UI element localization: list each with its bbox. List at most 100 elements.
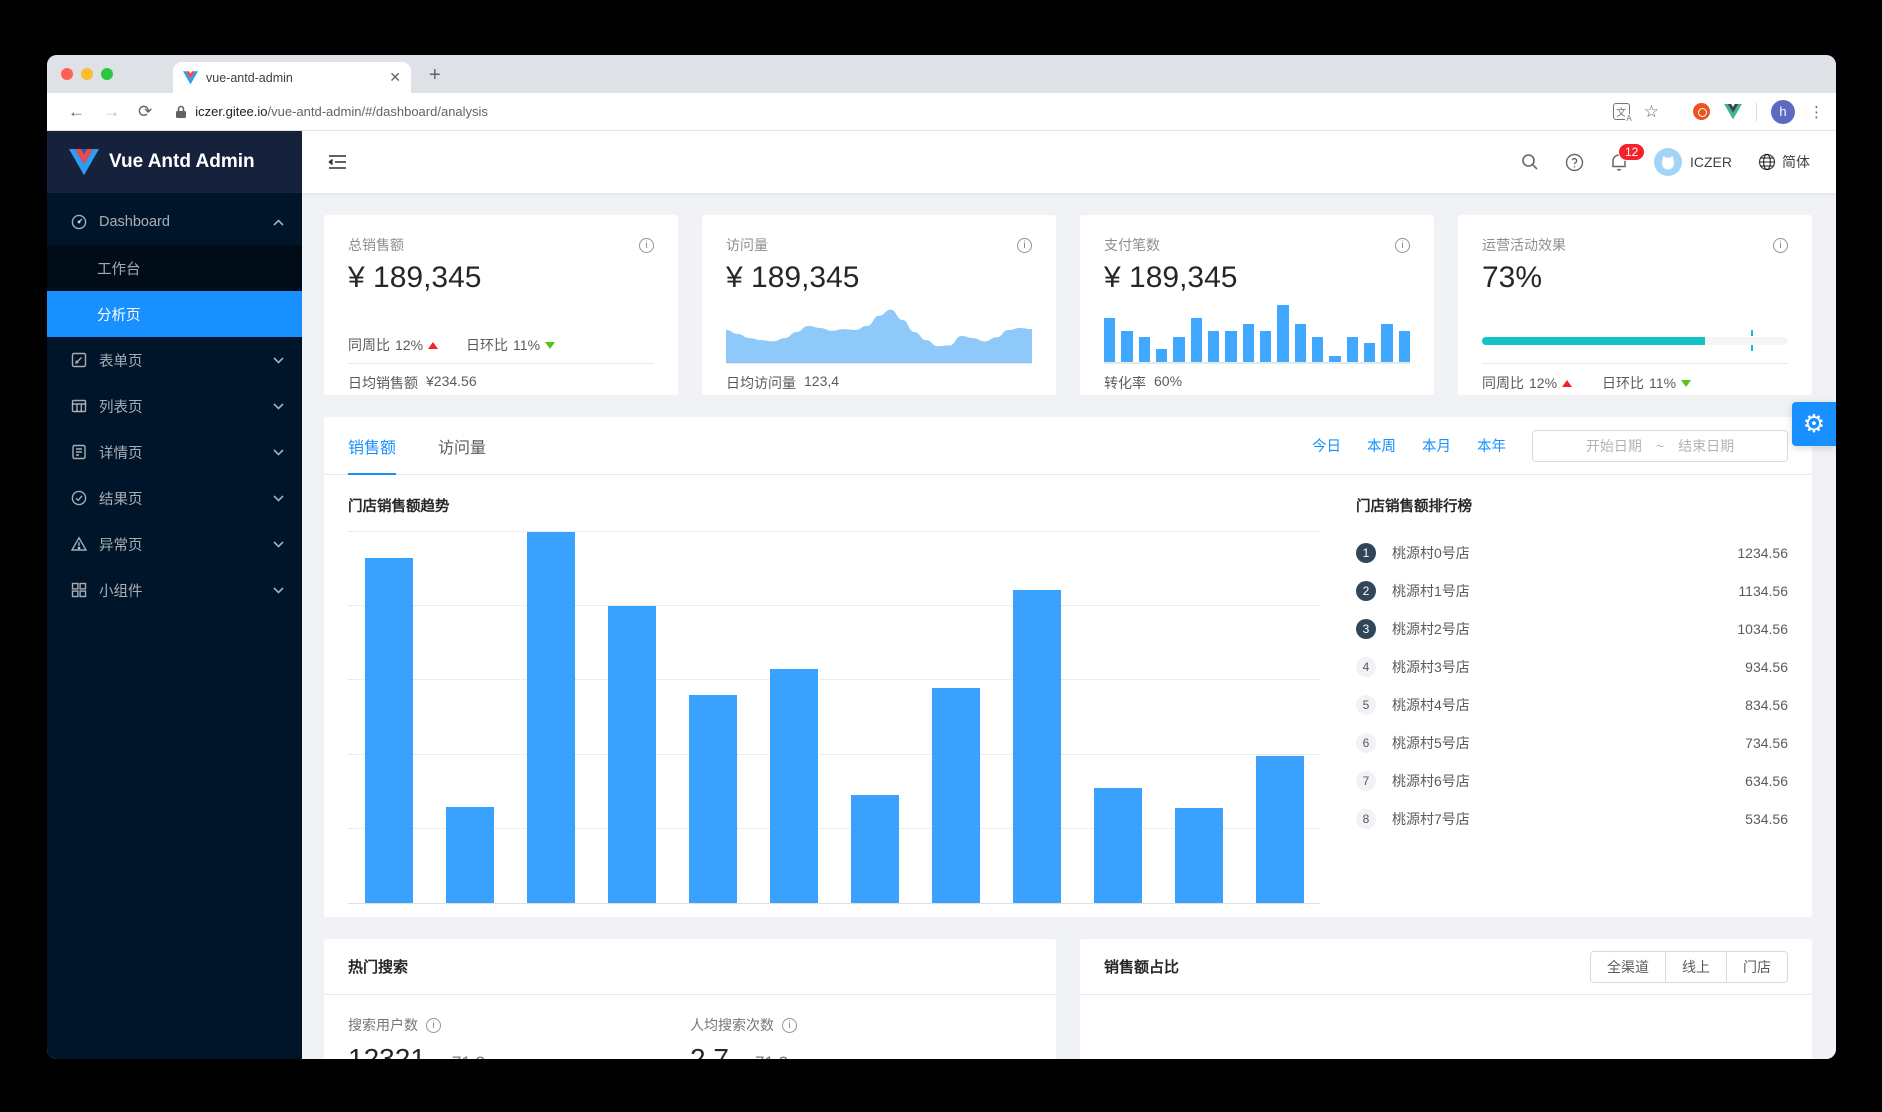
card-value: ¥ 189,345	[348, 261, 482, 294]
mini-bar	[1155, 349, 1168, 362]
sidebar-item-forms[interactable]: 表单页	[47, 337, 302, 383]
sidebar-item-widgets[interactable]: 小组件	[47, 567, 302, 613]
vue-devtools-extension-icon[interactable]	[1724, 103, 1742, 120]
sales-panel-tabs: 销售额 访问量 今日 本周 本月 本年 开始日期 ~ 结束日期	[324, 417, 1812, 475]
store-name: 桃源村1号店	[1392, 583, 1470, 599]
extension-icon-orange[interactable]	[1693, 103, 1710, 120]
sidebar-item-exceptions[interactable]: 异常页	[47, 521, 302, 567]
stat-card-visits: 访问量 i ¥ 189,345 日均访问量 123,4	[702, 215, 1056, 395]
ranking-item: 4 桃源村3号店 934.56	[1356, 648, 1788, 686]
footer-label: 日均销售额	[348, 375, 418, 391]
date-range-picker[interactable]: 开始日期 ~ 结束日期	[1532, 429, 1788, 462]
app-title: Vue Antd Admin	[109, 151, 255, 172]
quick-link-month[interactable]: 本月	[1422, 439, 1451, 455]
trend-bar	[1255, 756, 1304, 903]
sidebar-item-analysis[interactable]: 分析页	[47, 291, 302, 337]
help-icon[interactable]	[1565, 153, 1584, 172]
radio-all-channels[interactable]: 全渠道	[1591, 951, 1665, 982]
quick-link-week[interactable]: 本周	[1367, 439, 1396, 455]
notification-badge: 12	[1618, 142, 1646, 161]
chevron-down-icon	[273, 586, 284, 594]
quick-link-year[interactable]: 本年	[1477, 439, 1506, 455]
radio-online[interactable]: 线上	[1665, 951, 1726, 982]
gridline	[348, 531, 1320, 532]
gridline	[348, 679, 1320, 681]
sidebar-item-workplace[interactable]: 工作台	[97, 261, 141, 278]
info-icon[interactable]: i	[639, 237, 654, 253]
info-icon[interactable]: i	[782, 1017, 797, 1033]
forward-button[interactable]: →	[103, 101, 120, 121]
close-window-button[interactable]	[61, 68, 73, 80]
translate-icon[interactable]: 文	[1612, 103, 1633, 123]
mini-bar	[1104, 317, 1116, 362]
zoom-window-button[interactable]	[101, 68, 113, 80]
footer-label: 日均访问量	[726, 375, 796, 391]
vue-logo-icon	[69, 148, 99, 175]
ranking-item: 6 桃源村5号店 734.56	[1356, 724, 1788, 762]
browser-menu-icon[interactable]: ⋮	[1809, 103, 1824, 121]
radio-stores[interactable]: 门店	[1726, 951, 1787, 982]
store-value: 1234.56	[1737, 545, 1788, 561]
browser-profile-avatar[interactable]: h	[1771, 99, 1795, 124]
gridline	[348, 605, 1320, 607]
store-value: 934.56	[1745, 659, 1788, 675]
tab-sales[interactable]: 销售额	[348, 417, 397, 475]
gridline	[348, 827, 1320, 829]
vue-favicon	[183, 70, 198, 84]
trend-bar	[364, 557, 413, 903]
sales-ratio-title: 销售额占比	[1104, 959, 1180, 976]
card-title: 总销售额	[348, 237, 404, 253]
dashboard-submenu: 工作台 分析页	[47, 245, 302, 337]
app-logo: Vue Antd Admin	[47, 131, 302, 193]
bookmark-star-icon[interactable]: ☆	[1643, 101, 1659, 121]
sidebar-item-details[interactable]: 详情页	[47, 429, 302, 475]
trend-bar	[526, 532, 575, 903]
browser-tabbar: vue-antd-admin ✕ +	[47, 55, 1836, 93]
payments-mini-bar-chart	[1104, 299, 1410, 363]
rank-badge: 7	[1356, 771, 1376, 791]
arrow-up-icon	[1562, 379, 1573, 387]
sales-trend-bar-chart	[348, 531, 1320, 904]
user-menu[interactable]: ICZER	[1654, 148, 1732, 176]
info-icon[interactable]: i	[1773, 237, 1788, 253]
browser-tab[interactable]: vue-antd-admin ✕	[173, 62, 411, 93]
browser-toolbar: ← → ⟳ iczer.gitee.io/vue-antd-admin/#/da…	[47, 93, 1836, 131]
mini-bar	[1242, 324, 1254, 362]
info-icon[interactable]: i	[1395, 237, 1410, 253]
tab-visits[interactable]: 访问量	[438, 439, 487, 457]
stat-value: 2.7	[690, 1043, 729, 1059]
globe-icon	[1758, 153, 1776, 171]
store-value: 834.56	[1745, 697, 1788, 713]
notifications-button[interactable]: 12	[1610, 142, 1646, 172]
new-tab-button[interactable]: +	[429, 64, 441, 86]
menu-fold-icon[interactable]	[328, 154, 347, 170]
rank-badge: 4	[1356, 657, 1376, 677]
card-value: ¥ 189,345	[1104, 261, 1238, 294]
back-button[interactable]: ←	[68, 101, 85, 121]
sidebar-item-results[interactable]: 结果页	[47, 475, 302, 521]
start-date-placeholder: 开始日期	[1585, 437, 1642, 454]
settings-button[interactable]: ⚙	[1792, 402, 1836, 446]
card-title: 访问量	[726, 237, 768, 253]
tab-close-icon[interactable]: ✕	[389, 69, 401, 85]
sidebar-item-dashboard[interactable]: Dashboard	[47, 199, 302, 245]
quick-link-today[interactable]: 今日	[1312, 439, 1341, 455]
store-value: 1134.56	[1738, 583, 1788, 599]
toolbar-right: 文 ☆ h ⋮	[1612, 99, 1824, 124]
info-icon[interactable]: i	[1017, 237, 1032, 253]
chevron-down-icon	[273, 540, 284, 548]
trend-bar	[769, 669, 818, 903]
search-icon[interactable]	[1521, 153, 1539, 171]
trend-bar	[1174, 808, 1223, 903]
reload-button[interactable]: ⟳	[138, 101, 153, 121]
mini-bar	[1381, 324, 1393, 362]
user-name: ICZER	[1690, 154, 1732, 170]
url-path: /vue-antd-admin/#/dashboard/analysis	[267, 104, 488, 119]
address-bar[interactable]: iczer.gitee.io/vue-antd-admin/#/dashboar…	[175, 104, 1601, 119]
sidebar-item-lists[interactable]: 列表页	[47, 383, 302, 429]
chevron-down-icon	[273, 448, 284, 456]
ranking-item: 7 桃源村6号店 634.56	[1356, 762, 1788, 800]
language-switch[interactable]: 简体	[1758, 152, 1810, 172]
minimize-window-button[interactable]	[81, 68, 93, 80]
info-icon[interactable]: i	[426, 1017, 441, 1033]
